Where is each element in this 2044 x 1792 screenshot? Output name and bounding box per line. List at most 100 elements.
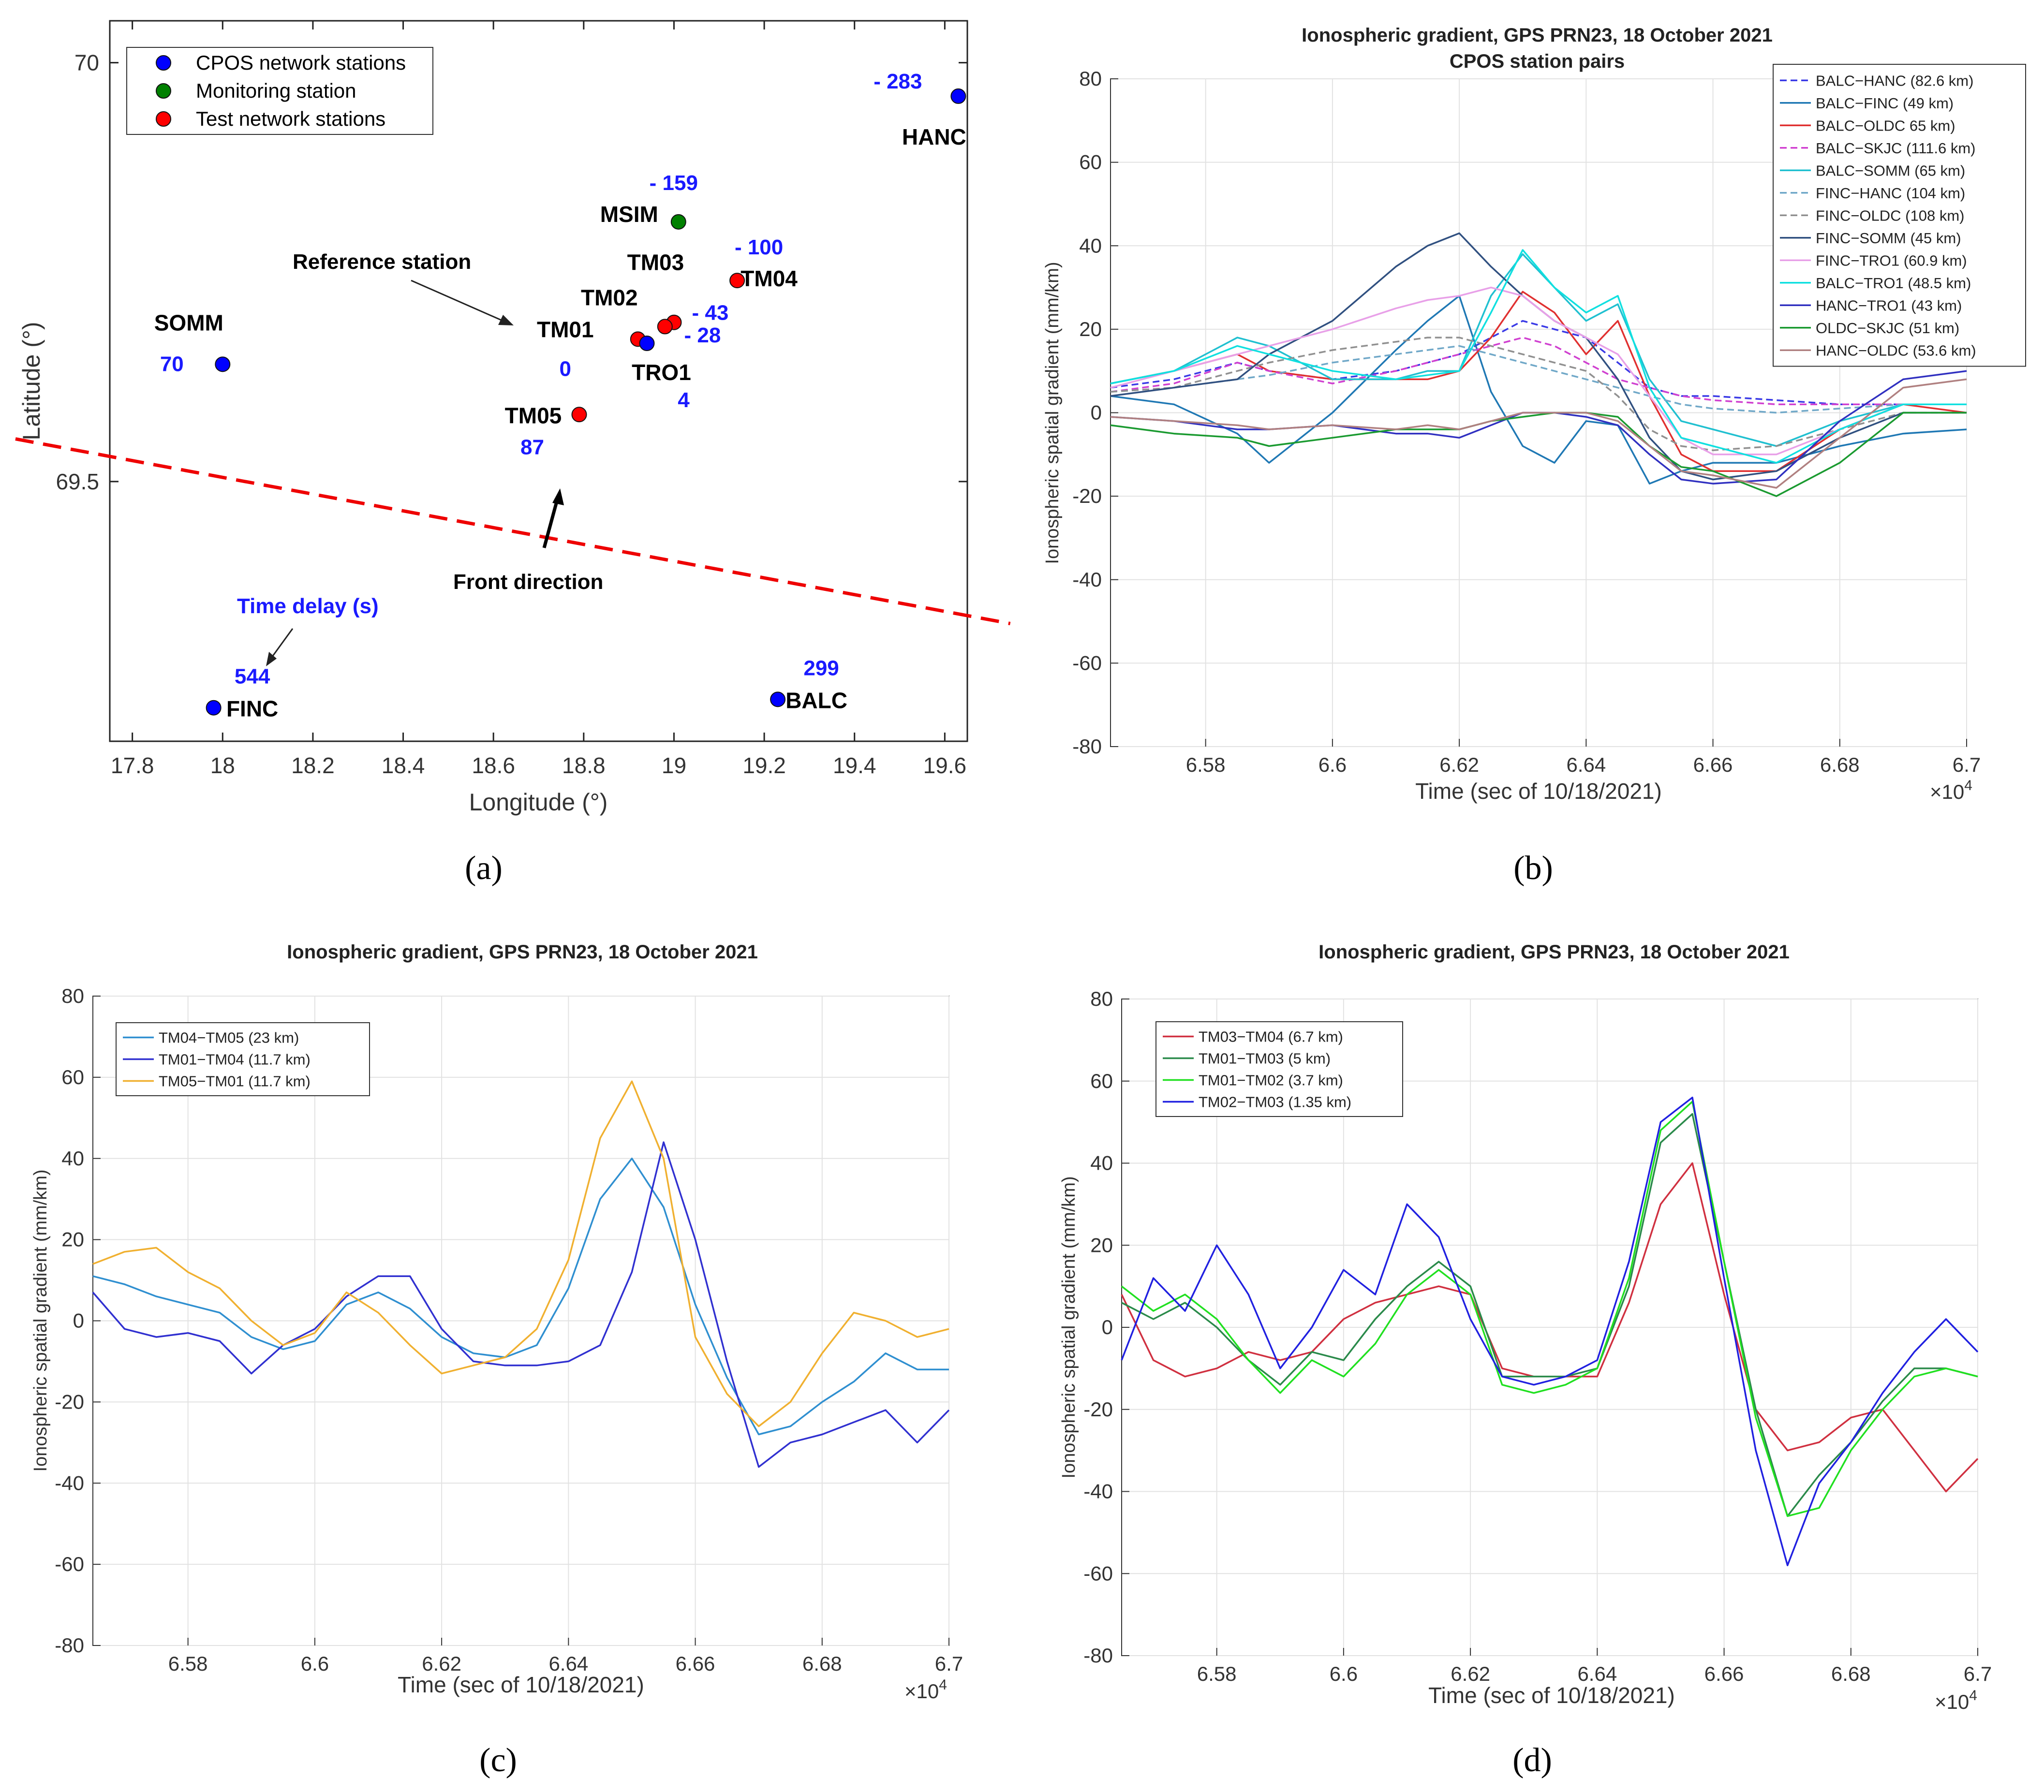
xtick-label: 6.62 <box>1451 1662 1490 1685</box>
ytick-label: -80 <box>1072 735 1102 758</box>
xtick-label: 6.64 <box>548 1652 588 1675</box>
station-label-tro1: TRO1 <box>632 360 691 385</box>
xtick-label: 6.68 <box>1820 753 1860 776</box>
panel-b-x-exponent: 4 <box>1964 778 1972 793</box>
front-line <box>15 437 1011 626</box>
station-label-balc: BALC <box>785 688 847 713</box>
panel-a-plot-frame <box>109 20 968 742</box>
xtick-label: 6.7 <box>1964 1662 1992 1685</box>
panel-c-x-multiplier: ×104 <box>904 1677 947 1703</box>
series-line-1 <box>92 1141 950 1468</box>
time-delay-arrow-line <box>270 628 294 659</box>
panel-b-series <box>1110 232 1967 497</box>
a-legend-label: Test network stations <box>196 107 385 130</box>
legend-label: TM04−TM05 (23 km) <box>159 1029 299 1046</box>
a-legend-label: CPOS network stations <box>196 51 406 74</box>
panel-c-title: Ionospheric gradient, GPS PRN23, 18 Octo… <box>287 941 758 963</box>
legend-label: BALC−SOMM (65 km) <box>1816 162 1965 179</box>
front-direction-annotation: Front direction <box>453 570 603 594</box>
panel-d-tag: (d) <box>1512 1742 1552 1779</box>
a-legend-marker <box>156 83 171 99</box>
legend-label: FINC−SOMM (45 km) <box>1816 230 1961 247</box>
station-marker-tm04 <box>729 273 745 289</box>
legend-label: FINC−OLDC (108 km) <box>1816 207 1964 224</box>
series-line-0 <box>92 1158 949 1436</box>
panel-b-ticks: 6.58 6.6 6.62 6.64 6.66 6.68 6.7 -80 -60 -40 -20 0 2… <box>1072 67 1981 776</box>
station-delay-tro1: 4 <box>678 388 690 412</box>
a-ytick-label: 70 <box>74 50 99 75</box>
a-xtick-label: 18.6 <box>472 753 515 778</box>
panel-a-xlabel: Longitude (°) <box>469 789 608 816</box>
legend-label: FINC−TRO1 (60.9 km) <box>1816 252 1967 269</box>
ytick-label: 0 <box>1091 401 1102 424</box>
panel-d-legend: TM03−TM04 (6.7 km) TM01−TM03 (5 km) TM01−T… <box>1155 1021 1403 1117</box>
panel-d-short-baseline-chart: Ionospheric gradient, GPS PRN23, 18 Octo… <box>1059 941 1992 1779</box>
a-xtick-label: 18 <box>210 753 235 778</box>
ytick-label: -80 <box>1083 1644 1113 1667</box>
panel-a-legend-box <box>126 47 433 135</box>
a-xtick-label: 19.6 <box>923 753 967 778</box>
panel-d-title: Ionospheric gradient, GPS PRN23, 18 Octo… <box>1318 941 1790 963</box>
station-delay-tm02: - 28 <box>684 323 721 347</box>
ytick-label: 0 <box>73 1309 84 1332</box>
station-delay-tm01: 0 <box>560 357 571 381</box>
legend-box <box>1155 1021 1403 1117</box>
station-marker-balc <box>770 691 786 707</box>
panel-a-ticks: 17.8 18 18.2 18.4 18.6 18.8 19 19.2 19.4 19.6 69.5… <box>56 21 967 778</box>
xtick-label: 6.64 <box>1577 1662 1617 1685</box>
xtick-label: 6.68 <box>1831 1662 1871 1685</box>
panel-b-tag: (b) <box>1513 850 1553 887</box>
ytick-label: 60 <box>1090 1070 1113 1092</box>
a-ytick-label: 69.5 <box>56 469 99 494</box>
front-arrow-line <box>542 498 560 548</box>
station-delay-hanc: - 283 <box>874 70 922 93</box>
station-marker-tm05 <box>571 407 587 423</box>
a-xtick-label: 18.8 <box>562 753 606 778</box>
ytick-label: 40 <box>1079 234 1102 257</box>
panel-b-subtitle: CPOS station pairs <box>1450 51 1625 72</box>
panel-c-ticks: 6.58 6.6 6.62 6.64 6.66 6.68 6.7 -80 -60 -40 -20 0 2… <box>55 984 963 1675</box>
panel-d-ticks: 6.58 6.6 6.62 6.64 6.66 6.68 6.7 -80 -60 -40 -20 0 2… <box>1083 987 1992 1685</box>
xtick-label: 6.66 <box>1693 753 1733 776</box>
ytick-label: 20 <box>1090 1234 1113 1256</box>
station-label-tm05: TM05 <box>505 403 562 428</box>
xtick-label: 6.7 <box>1953 753 1981 776</box>
xtick-label: 6.62 <box>422 1652 461 1675</box>
panel-a-station-labels: HANC - 283 MSIM - 159 TM04 - 100 TM03 - 43 TM02 T… <box>154 70 966 721</box>
ytick-label: 60 <box>1079 151 1102 174</box>
panel-a-legend: CPOS network stations Monitoring station T… <box>126 47 433 135</box>
legend-label: HANC−TRO1 (43 km) <box>1816 297 1962 314</box>
xtick-label: 6.58 <box>168 1652 208 1675</box>
xtick-label: 6.58 <box>1197 1662 1237 1685</box>
station-label-tm04: TM04 <box>741 266 798 291</box>
a-legend-marker <box>156 55 171 71</box>
legend-label: BALC−FINC (49 km) <box>1816 95 1954 112</box>
panel-a-tag: (a) <box>465 850 503 887</box>
panel-b-cpos-chart: Ionospheric gradient, GPS PRN23, 18 Octo… <box>1042 25 2026 887</box>
ytick-label: 80 <box>1090 987 1113 1010</box>
station-delay-somm: 70 <box>160 352 184 376</box>
series-line-3 <box>1121 1096 1979 1567</box>
legend-box <box>116 1022 370 1096</box>
xtick-label: 6.68 <box>802 1652 842 1675</box>
panel-b-title: Ionospheric gradient, GPS PRN23, 18 Octo… <box>1302 25 1773 46</box>
legend-label: TM05−TM01 (11.7 km) <box>159 1073 311 1090</box>
panel-c-test-network-chart: Ionospheric gradient, GPS PRN23, 18 Octo… <box>30 941 963 1779</box>
panel-c-tag: (c) <box>479 1742 517 1779</box>
series-line-9 <box>1110 249 1967 464</box>
station-label-tm02: TM02 <box>581 285 638 310</box>
ytick-label: 80 <box>61 984 84 1007</box>
ytick-label: 60 <box>61 1066 84 1088</box>
ytick-label: -20 <box>1083 1398 1113 1421</box>
station-label-somm: SOMM <box>154 310 223 335</box>
ytick-label: -60 <box>55 1553 84 1575</box>
ytick-label: -60 <box>1083 1562 1113 1585</box>
ytick-label: -40 <box>1083 1480 1113 1503</box>
station-marker-tro1 <box>639 336 655 352</box>
station-label-hanc: HANC <box>902 124 966 149</box>
legend-label: BALC−SKJC (111.6 km) <box>1816 140 1976 157</box>
station-marker-msim <box>670 214 686 230</box>
station-label-msim: MSIM <box>600 202 658 227</box>
station-delay-finc: 544 <box>235 665 270 689</box>
